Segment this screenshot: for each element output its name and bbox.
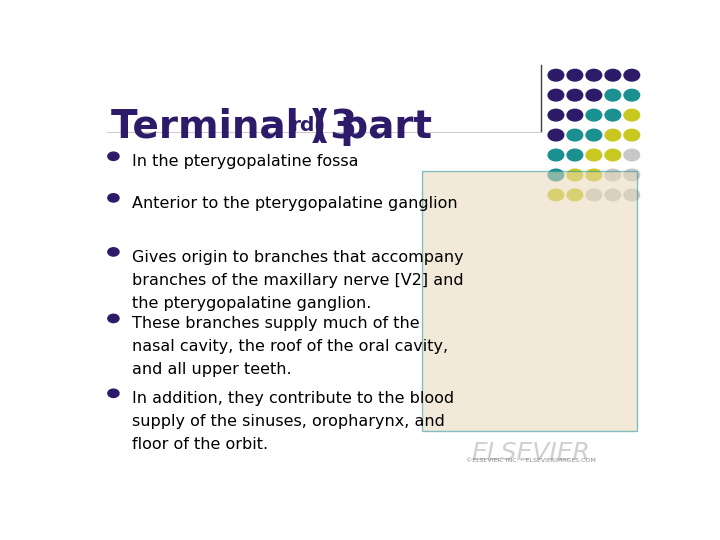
- Text: In the pterygopalatine fossa: In the pterygopalatine fossa: [132, 154, 359, 169]
- Circle shape: [605, 129, 621, 141]
- Circle shape: [567, 149, 582, 161]
- Circle shape: [605, 69, 621, 81]
- Circle shape: [567, 129, 582, 141]
- Circle shape: [586, 169, 602, 181]
- Circle shape: [567, 69, 582, 81]
- Text: These branches supply much of the: These branches supply much of the: [132, 316, 420, 332]
- Circle shape: [108, 152, 119, 160]
- Text: and all upper teeth.: and all upper teeth.: [132, 362, 292, 377]
- Circle shape: [548, 89, 564, 101]
- Circle shape: [567, 89, 582, 101]
- Circle shape: [586, 69, 602, 81]
- Circle shape: [567, 109, 582, 121]
- Circle shape: [586, 109, 602, 121]
- Circle shape: [548, 109, 564, 121]
- Circle shape: [548, 129, 564, 141]
- Text: Anterior to the pterygopalatine ganglion: Anterior to the pterygopalatine ganglion: [132, 196, 457, 211]
- Circle shape: [586, 149, 602, 161]
- Circle shape: [605, 89, 621, 101]
- Circle shape: [586, 189, 602, 201]
- Text: ) part: ) part: [309, 109, 432, 146]
- Circle shape: [605, 169, 621, 181]
- Circle shape: [586, 89, 602, 101]
- Text: branches of the maxillary nerve [V2] and: branches of the maxillary nerve [V2] and: [132, 273, 464, 288]
- Text: rd: rd: [289, 116, 314, 135]
- Text: the pterygopalatine ganglion.: the pterygopalatine ganglion.: [132, 295, 372, 310]
- Circle shape: [624, 129, 639, 141]
- Circle shape: [108, 194, 119, 202]
- Circle shape: [605, 189, 621, 201]
- Circle shape: [586, 129, 602, 141]
- Text: nasal cavity, the roof of the oral cavity,: nasal cavity, the roof of the oral cavit…: [132, 339, 448, 354]
- Circle shape: [624, 149, 639, 161]
- Text: Terminal (3: Terminal (3: [111, 109, 358, 146]
- Text: ELSEVIER: ELSEVIER: [472, 441, 590, 465]
- Circle shape: [605, 149, 621, 161]
- Circle shape: [624, 89, 639, 101]
- Circle shape: [624, 169, 639, 181]
- Text: Gives origin to branches that accompany: Gives origin to branches that accompany: [132, 250, 464, 265]
- Text: supply of the sinuses, oropharynx, and: supply of the sinuses, oropharynx, and: [132, 414, 445, 429]
- Text: In addition, they contribute to the blood: In addition, they contribute to the bloo…: [132, 391, 454, 406]
- Text: ©ELSEVIER, INC. – ELSEVIERIMAGES.COM: ©ELSEVIER, INC. – ELSEVIERIMAGES.COM: [466, 458, 595, 463]
- Circle shape: [567, 189, 582, 201]
- Circle shape: [624, 189, 639, 201]
- FancyBboxPatch shape: [422, 171, 637, 431]
- Circle shape: [624, 69, 639, 81]
- Circle shape: [548, 169, 564, 181]
- Circle shape: [567, 169, 582, 181]
- Circle shape: [624, 109, 639, 121]
- Circle shape: [548, 69, 564, 81]
- Circle shape: [548, 189, 564, 201]
- Text: floor of the orbit.: floor of the orbit.: [132, 437, 268, 452]
- Circle shape: [108, 314, 119, 322]
- Circle shape: [108, 389, 119, 397]
- Circle shape: [605, 109, 621, 121]
- Circle shape: [108, 248, 119, 256]
- Circle shape: [548, 149, 564, 161]
